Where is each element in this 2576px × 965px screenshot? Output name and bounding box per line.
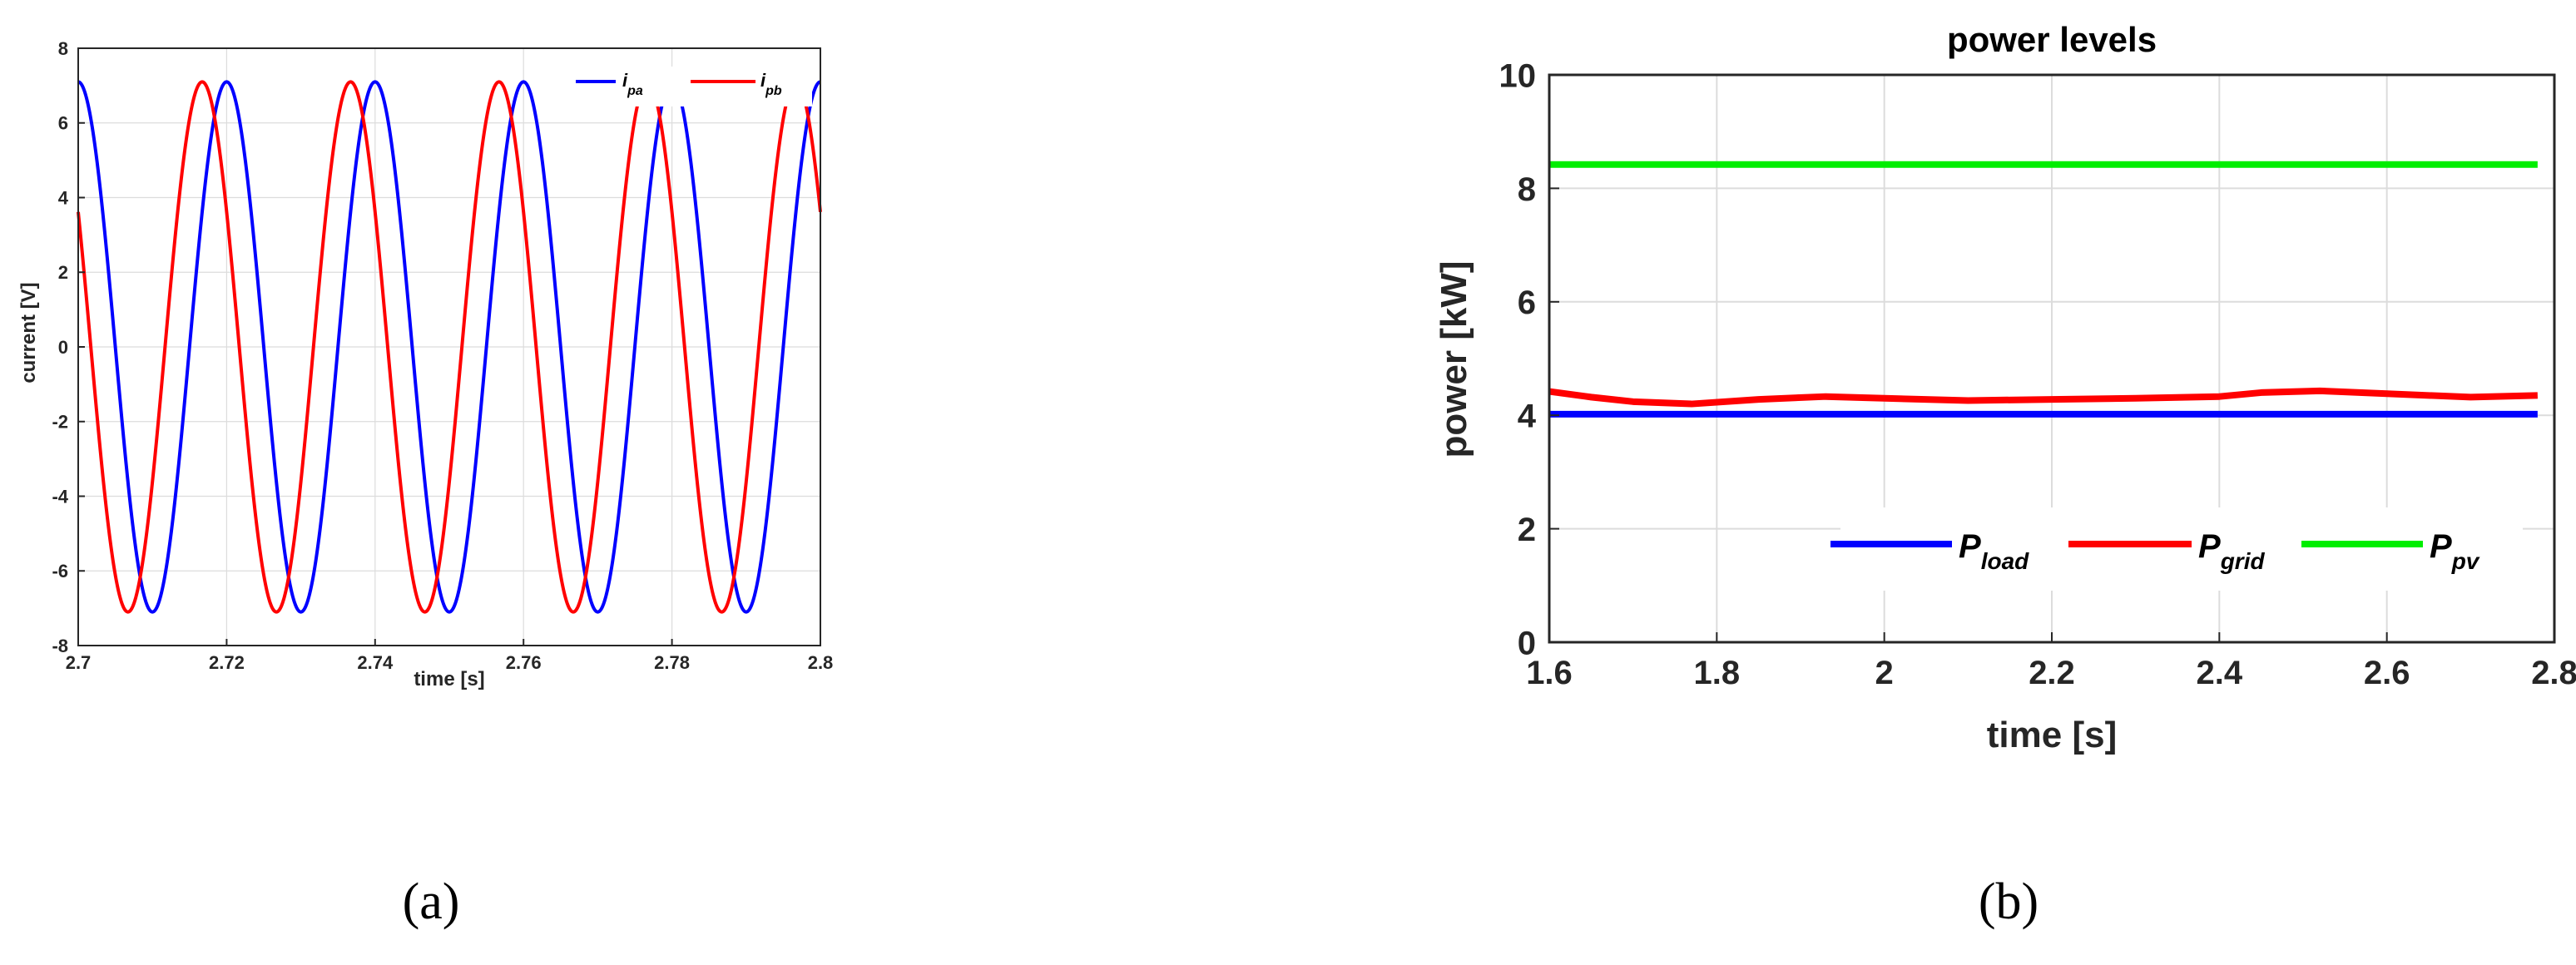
legend-b: Pload Pgrid Ppv [1830, 507, 2523, 591]
panel-b: 1.6 1.8 2 2.2 2.4 2.6 2.8 0 2 4 6 8 10 power levels… [1434, 20, 2576, 755]
x-tick-label: 1.6 [1526, 655, 1573, 691]
y-tick-label: 0 [58, 337, 68, 358]
y-tick-label: -8 [52, 636, 68, 656]
y-tick-label: 6 [1518, 285, 1536, 321]
y-tick-label: 6 [58, 113, 68, 134]
y-tick-label: -4 [52, 486, 68, 507]
x-tick-label: 2.78 [654, 652, 690, 673]
panel-a: 2.7 2.72 2.74 2.76 2.78 2.8 -8 -6 -4 -2 0 2 4 6 8 tim… [17, 38, 833, 690]
x-ticks-a: 2.7 2.72 2.74 2.76 2.78 2.8 [66, 639, 834, 673]
y-tick-label: 4 [58, 187, 69, 208]
plot-area-b [1548, 161, 2538, 418]
y-axis-label-b: power [kW] [1434, 260, 1474, 458]
x-tick-label: 1.8 [1694, 655, 1741, 691]
x-axis-label-b: time [s] [1987, 715, 2117, 755]
legend-a: ipa ipb [572, 67, 812, 106]
series-line-i-pa [77, 80, 822, 614]
x-tick-label: 2.74 [357, 652, 394, 673]
y-ticks-a: -8 -6 -4 -2 0 2 4 6 8 [52, 38, 85, 656]
y-ticks-b: 0 2 4 6 8 10 [1499, 57, 1559, 661]
legend-b-label-ppv: Ppv [2430, 528, 2480, 574]
series-line-i-pb [77, 80, 822, 614]
caption-b: (b) [1979, 873, 2039, 930]
x-tick-label: 2.2 [2029, 655, 2075, 691]
legend-a-box [572, 67, 812, 106]
legend-b-label-pgrid: Pgrid [2198, 528, 2265, 574]
legend-b-label-pload: Pload [1959, 528, 2029, 574]
x-tick-label: 2 [1875, 655, 1894, 691]
y-tick-label: 10 [1499, 57, 1537, 94]
caption-a: (a) [403, 873, 460, 930]
y-tick-label: 0 [1518, 625, 1536, 661]
y-tick-label: -2 [52, 412, 68, 433]
x-tick-label: 2.8 [808, 652, 834, 673]
legend-a-label-ipa: ipa [622, 70, 643, 98]
legend-a-label-ipb: ipb [760, 70, 782, 98]
legend-b-box [1840, 507, 2523, 591]
y-tick-label: 2 [58, 262, 68, 283]
x-tick-label: 2.76 [506, 652, 542, 673]
x-tick-label: 2.7 [66, 652, 92, 673]
x-ticks-b: 1.6 1.8 2 2.2 2.4 2.6 2.8 [1526, 632, 2576, 691]
y-tick-label: -6 [52, 561, 68, 581]
y-tick-label: 8 [1518, 171, 1536, 208]
y-tick-label: 2 [1518, 512, 1536, 548]
y-tick-label: 4 [1518, 398, 1537, 435]
x-tick-label: 2.6 [2364, 655, 2410, 691]
plot-area-a [77, 80, 822, 614]
y-tick-label: 8 [58, 38, 68, 59]
x-tick-label: 2.8 [2531, 655, 2576, 691]
x-tick-label: 2.72 [209, 652, 245, 673]
series-line-p-grid [1548, 387, 2538, 408]
chart-title-b: power levels [1947, 20, 2157, 59]
x-tick-label: 2.4 [2197, 655, 2243, 691]
y-axis-label-a: current [V] [17, 282, 40, 383]
x-axis-label-a: time [s] [414, 668, 484, 690]
